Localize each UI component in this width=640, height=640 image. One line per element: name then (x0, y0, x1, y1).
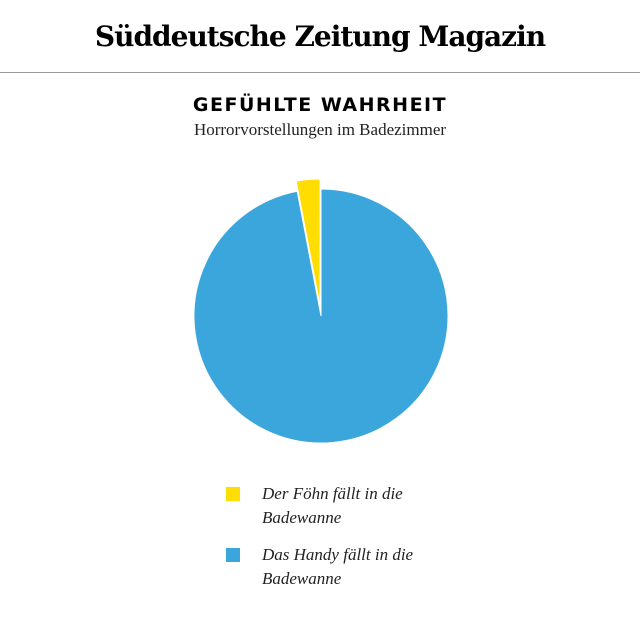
legend-item-foehn: Der Föhn fällt in die Badewanne (226, 482, 432, 530)
pie-slice-0 (295, 178, 321, 307)
chart-subtitle: Horrorvorstellungen im Badezimmer (193, 120, 447, 139)
brand-logo: Süddeutsche Zeitung Magazin (94, 19, 546, 53)
masthead: Süddeutsche Zeitung Magazin (0, 0, 640, 72)
legend-label-handy: Das Handy fällt in die Badewanne (262, 545, 414, 588)
header-divider (0, 72, 640, 73)
legend-swatch-handy (226, 548, 240, 562)
legend-item-handy: Das Handy fällt in die Badewanne (226, 543, 432, 591)
pie-slice-1 (193, 188, 449, 444)
legend-label-foehn: Der Föhn fällt in die Badewanne (262, 484, 403, 527)
chart-title: GEFÜHLTE WAHRHEIT (192, 94, 448, 116)
legend-swatch-foehn (226, 487, 240, 501)
